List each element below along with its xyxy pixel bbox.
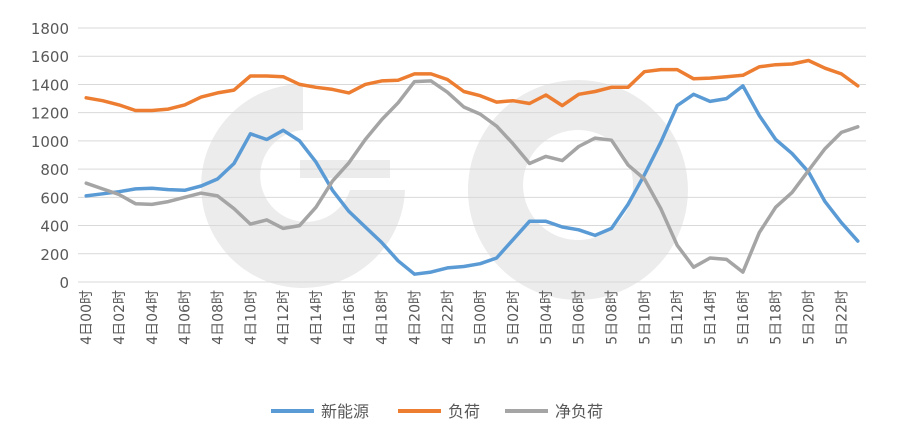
watermark-e	[201, 84, 405, 288]
x-tick-label: 5日10时	[637, 290, 653, 345]
y-axis: 0 200 400 600 800 1000 1200 1400 1600 1800	[31, 20, 69, 292]
series-line	[84, 84, 860, 276]
watermark-o	[467, 80, 688, 301]
y-tick-label: 800	[40, 161, 69, 179]
series-line	[84, 58, 860, 113]
x-tick-label: 4日02时	[112, 290, 128, 345]
x-tick-label: 5日14时	[703, 290, 719, 345]
y-tick-label: 1800	[31, 20, 69, 38]
grid-lines	[78, 27, 866, 283]
x-tick-label: 5日04时	[539, 290, 555, 345]
x-tick-label: 5日12时	[670, 290, 686, 345]
x-tick-label: 4日00时	[79, 290, 95, 345]
x-tick-label: 4日14时	[309, 290, 325, 345]
series-line	[84, 79, 860, 274]
x-tick-label: 5日06时	[572, 290, 588, 345]
y-tick-label: 1000	[31, 133, 69, 151]
legend-label: 负荷	[448, 402, 480, 421]
x-tick-label: 4日22时	[440, 290, 456, 345]
legend-label: 净负荷	[555, 402, 603, 421]
y-tick-label: 1600	[31, 48, 69, 66]
x-tick-label: 4日20时	[408, 290, 424, 345]
x-tick-label: 4日10时	[243, 290, 259, 345]
x-tick-label: 5日16时	[736, 290, 752, 345]
x-tick-label: 4日12时	[276, 290, 292, 345]
y-tick-label: 0	[59, 274, 69, 292]
x-tick-label: 4日16时	[342, 290, 358, 345]
x-tick-label: 5日20时	[802, 290, 818, 345]
x-axis: 4日00时 4日02时 4日04时 4日06时 4日08时 4日10时 4日12时 4日14时…	[79, 290, 850, 345]
y-tick-label: 200	[40, 246, 69, 264]
y-tick-label: 600	[40, 189, 69, 207]
y-tick-label: 1200	[31, 105, 69, 123]
x-tick-label: 5日02时	[506, 290, 522, 345]
legend-label: 新能源	[321, 402, 369, 421]
legend: 新能源 负荷 净负荷	[271, 402, 603, 421]
x-tick-label: 4日18时	[375, 290, 391, 345]
y-tick-label: 1400	[31, 76, 69, 94]
y-tick-label: 400	[40, 218, 69, 236]
x-tick-label: 5日22时	[834, 290, 850, 345]
x-tick-label: 4日06时	[178, 290, 194, 345]
x-tick-label: 5日18时	[769, 290, 785, 345]
x-tick-label: 4日08时	[211, 290, 227, 345]
x-tick-label: 4日04时	[145, 290, 161, 345]
series-lines	[84, 58, 860, 276]
x-tick-label: 5日08时	[605, 290, 621, 345]
x-tick-label: 5日00时	[473, 290, 489, 345]
